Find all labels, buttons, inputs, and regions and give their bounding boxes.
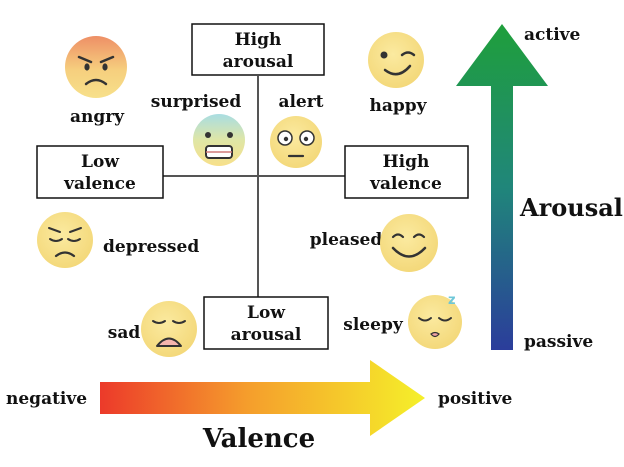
depressed-face-icon [37, 212, 93, 268]
happy-face-icon [368, 32, 424, 88]
angry-face-icon [65, 36, 127, 98]
sad-face-icon [141, 301, 197, 357]
valence-right-label: positive [438, 389, 512, 409]
low-valence-line2: valence [63, 174, 136, 194]
pleased-face-icon [380, 214, 438, 272]
label-angry: angry [70, 107, 125, 127]
label-happy: happy [369, 96, 427, 116]
label-sleepy: sleepy [343, 315, 404, 335]
high-valence-box: High valence [344, 145, 469, 199]
valence-axis-title: Valence [202, 424, 315, 454]
low-arousal-line1: Low [247, 303, 285, 323]
arousal-arrow-icon [456, 24, 548, 350]
low-valence-box: Low valence [36, 145, 164, 199]
label-surprised: surprised [151, 92, 242, 112]
high-valence-line2: valence [369, 174, 442, 194]
label-sad: sad [108, 323, 141, 343]
sleepy-face-icon [408, 295, 462, 349]
valence-left-label: negative [6, 389, 87, 409]
sleepy-zz-mark: z [448, 293, 456, 308]
surprised-face-icon [193, 114, 245, 166]
arousal-bottom-label: passive [524, 332, 593, 352]
low-arousal-line2: arousal [231, 325, 302, 345]
label-depressed: depressed [103, 237, 199, 257]
label-alert: alert [278, 92, 323, 112]
valence-arrow-icon [100, 360, 425, 436]
low-valence-line1: Low [81, 152, 119, 172]
high-arousal-line1: High [235, 30, 282, 50]
high-valence-line1: High [383, 152, 430, 172]
high-arousal-box: High arousal [191, 23, 325, 76]
arousal-top-label: active [524, 25, 581, 45]
low-arousal-box: Low arousal [203, 296, 329, 350]
arousal-axis-title: Arousal [519, 193, 623, 222]
high-arousal-line2: arousal [223, 52, 294, 72]
label-pleased: pleased [310, 230, 383, 250]
alert-face-icon [270, 116, 322, 168]
